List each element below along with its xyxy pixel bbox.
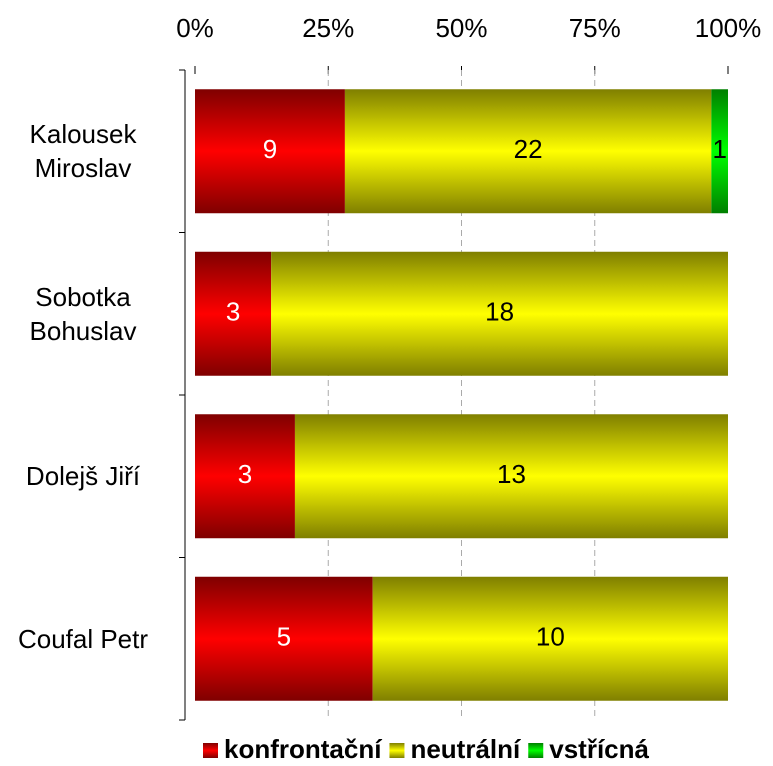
legend-swatch: [203, 743, 218, 758]
bar-segment: [344, 89, 712, 214]
legend-swatch: [389, 743, 405, 758]
legend-swatch: [528, 743, 544, 758]
data-label: 1: [712, 134, 726, 164]
legend-label: neutrální: [410, 734, 521, 764]
data-label: 22: [514, 134, 543, 164]
x-tick-label: 50%: [435, 13, 487, 43]
legend-label: vstřícná: [549, 734, 649, 764]
bar-segment: [195, 576, 373, 701]
bar-segment: [195, 251, 272, 376]
legend-label: konfrontační: [224, 734, 382, 764]
data-label: 9: [263, 134, 277, 164]
data-label: 10: [536, 622, 565, 652]
data-label: 3: [238, 459, 252, 489]
x-tick-label: 0%: [176, 13, 214, 43]
y-tick-label: Coufal Petr: [17, 623, 149, 654]
bar-segment: [195, 89, 345, 214]
bar-segment: [711, 89, 728, 214]
bar-segment: [294, 414, 728, 539]
data-label: 5: [277, 622, 291, 652]
bar-segment: [271, 251, 728, 376]
x-tick-label: 25%: [302, 13, 354, 43]
bar-segment: [372, 576, 728, 701]
x-tick-label: 75%: [569, 13, 621, 43]
data-label: 18: [485, 297, 514, 327]
y-tick-label: Sobotka Bohuslav: [29, 281, 137, 346]
data-label: 3: [226, 297, 240, 327]
y-tick-label: Dolejš Jiří: [25, 461, 141, 492]
x-tick-label: 100%: [695, 13, 762, 43]
data-label: 13: [497, 459, 526, 489]
bar-segment: [195, 414, 295, 539]
y-tick-label: Kalousek Miroslav: [29, 119, 137, 184]
